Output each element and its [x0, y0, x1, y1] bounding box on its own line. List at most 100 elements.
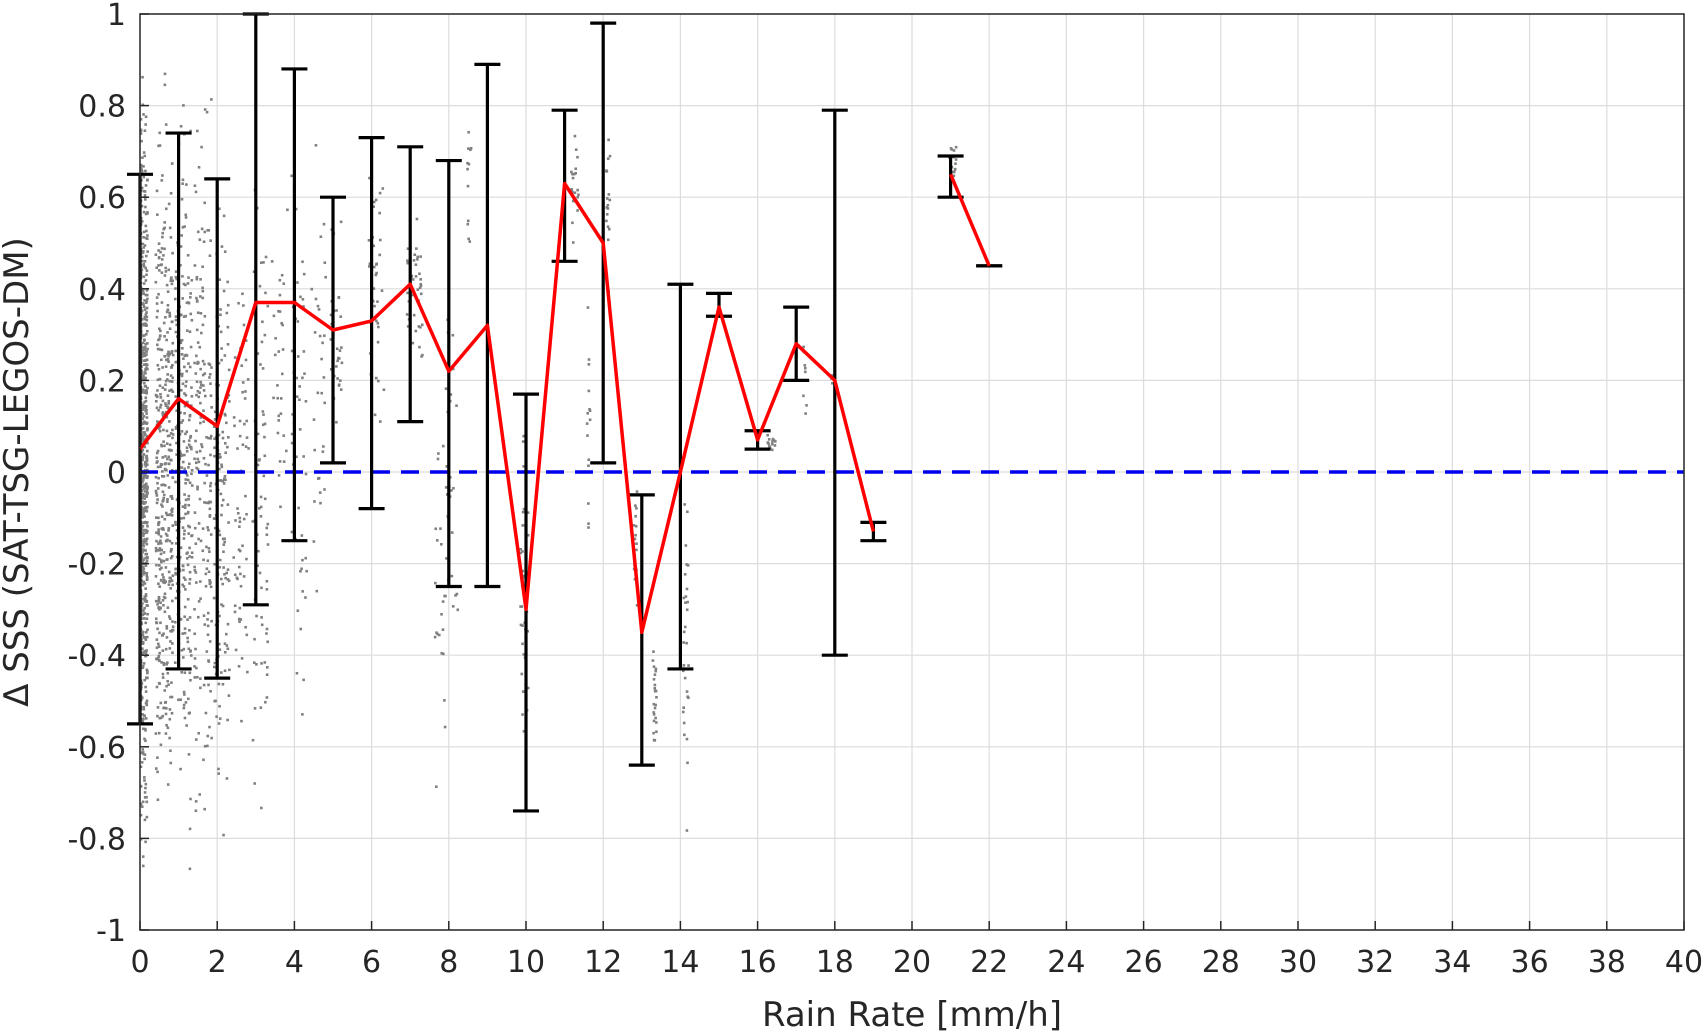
- scatter-point: [194, 439, 197, 443]
- scatter-point: [196, 675, 199, 679]
- scatter-point: [158, 716, 162, 720]
- scatter-point: [157, 532, 161, 536]
- scatter-point: [206, 618, 209, 621]
- scatter-point: [242, 575, 246, 578]
- scatter-point: [156, 656, 160, 660]
- scatter-point: [164, 532, 168, 536]
- scatter-point: [158, 144, 162, 147]
- scatter-point: [144, 376, 147, 380]
- scatter-point: [161, 411, 165, 414]
- scatter-point: [200, 145, 203, 149]
- scatter-point: [441, 628, 445, 631]
- scatter-point: [198, 497, 202, 501]
- scatter-point: [456, 608, 460, 612]
- scatter-point: [158, 606, 161, 609]
- scatter-point: [144, 690, 148, 693]
- x-tick-label: 36: [1511, 945, 1549, 980]
- scatter-point: [279, 412, 283, 415]
- scatter-point: [201, 527, 205, 530]
- scatter-point: [261, 320, 264, 324]
- scatter-point: [139, 765, 143, 769]
- scatter-point: [368, 176, 371, 180]
- scatter-point: [316, 304, 320, 308]
- x-axis-label: Rain Rate [mm/h]: [762, 995, 1062, 1035]
- scatter-point: [170, 349, 174, 353]
- scatter-point: [189, 654, 193, 657]
- scatter-point: [155, 266, 158, 270]
- scatter-point: [183, 693, 186, 696]
- scatter-point: [171, 279, 174, 283]
- scatter-point: [156, 347, 160, 351]
- scatter-point: [683, 625, 687, 629]
- scatter-point: [210, 366, 213, 369]
- scatter-point: [186, 597, 190, 601]
- scatter-point: [197, 600, 201, 603]
- scatter-point: [143, 381, 146, 385]
- scatter-point: [162, 254, 165, 257]
- scatter-point: [162, 496, 166, 500]
- scatter-point: [167, 354, 170, 358]
- scatter-point: [183, 412, 186, 415]
- scatter-point: [467, 130, 470, 134]
- scatter-point: [157, 654, 161, 658]
- scatter-point: [201, 289, 205, 293]
- scatter-point: [237, 664, 241, 668]
- scatter-point: [605, 206, 609, 209]
- scatter-point: [140, 352, 144, 356]
- scatter-point: [156, 309, 159, 313]
- scatter-point: [205, 474, 209, 477]
- scatter-point: [187, 503, 191, 507]
- scatter-point: [145, 676, 148, 679]
- scatter-point: [217, 433, 221, 437]
- scatter-point: [142, 151, 146, 154]
- scatter-point: [196, 311, 200, 315]
- scatter-point: [167, 570, 171, 574]
- scatter-point: [227, 368, 231, 372]
- scatter-point: [140, 139, 143, 143]
- scatter-point: [166, 394, 170, 397]
- scatter-point: [190, 278, 194, 282]
- scatter-point: [145, 578, 149, 582]
- scatter-point: [208, 579, 211, 582]
- scatter-point: [209, 500, 212, 504]
- scatter-point: [282, 460, 286, 463]
- scatter-point: [210, 406, 213, 409]
- scatter-point: [142, 521, 146, 525]
- scatter-point: [219, 313, 222, 317]
- scatter-point: [162, 551, 166, 554]
- scatter-point: [142, 165, 145, 168]
- scatter-point: [440, 612, 443, 616]
- scatter-point: [145, 273, 148, 277]
- scatter-point: [265, 526, 269, 530]
- scatter-point: [140, 553, 143, 557]
- scatter-point: [321, 450, 325, 453]
- scatter-point: [182, 357, 185, 360]
- scatter-point: [168, 311, 171, 315]
- scatter-point: [142, 476, 145, 480]
- scatter-point: [143, 129, 147, 132]
- scatter-point: [141, 448, 145, 452]
- scatter-point: [179, 388, 183, 392]
- scatter-point: [202, 420, 205, 423]
- scatter-point: [218, 717, 222, 720]
- scatter-point: [437, 452, 440, 455]
- scatter-point: [298, 398, 301, 402]
- scatter-point: [685, 563, 688, 566]
- scatter-point: [588, 418, 592, 422]
- scatter-point: [195, 429, 198, 433]
- scatter-point: [226, 578, 230, 581]
- scatter-point: [185, 474, 189, 477]
- scatter-point: [184, 393, 188, 397]
- scatter-point: [142, 572, 145, 576]
- scatter-point: [209, 481, 213, 485]
- scatter-point: [381, 187, 385, 190]
- scatter-point: [220, 603, 223, 606]
- scatter-point: [174, 427, 178, 430]
- scatter-point: [162, 483, 165, 486]
- scatter-point: [181, 526, 185, 529]
- scatter-point: [380, 289, 384, 292]
- scatter-point: [682, 706, 686, 709]
- error-bar: [358, 136, 385, 511]
- scatter-point: [585, 422, 589, 425]
- scatter-point: [804, 366, 807, 370]
